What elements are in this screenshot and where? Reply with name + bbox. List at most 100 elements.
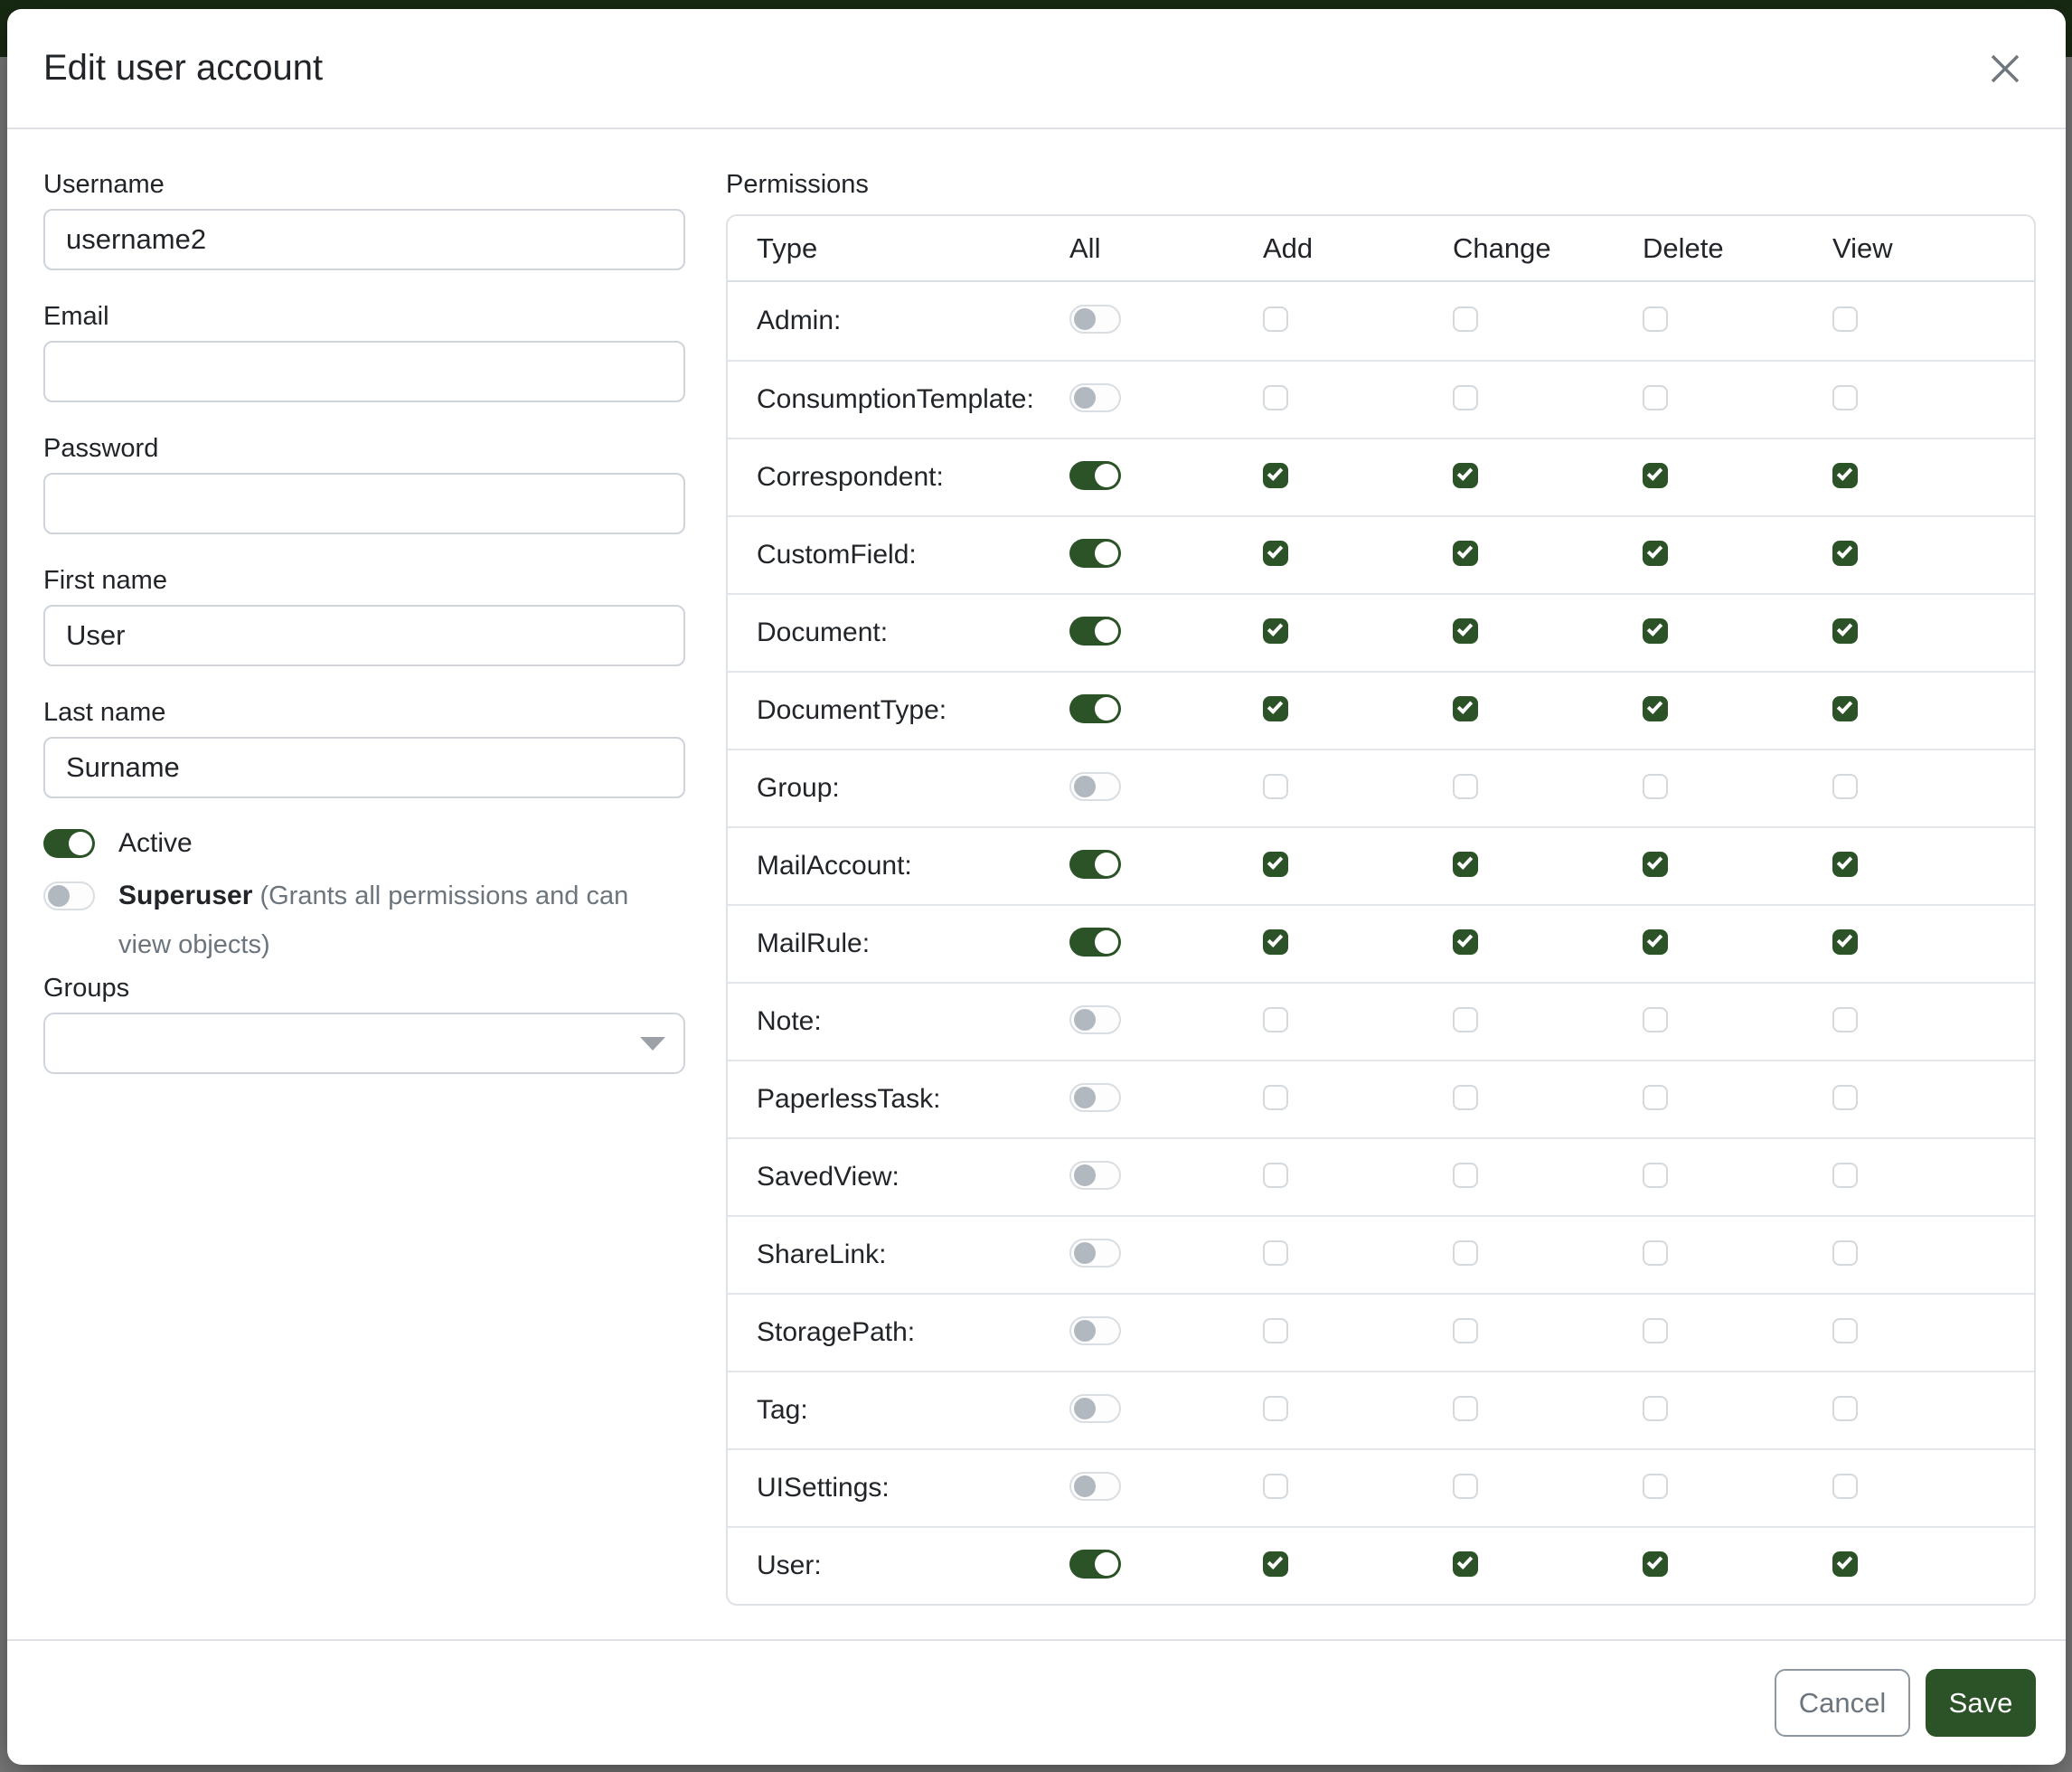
permission-all-toggle[interactable] xyxy=(1069,1549,1121,1579)
permission-change-checkbox[interactable] xyxy=(1453,384,1478,410)
permission-delete-checkbox[interactable] xyxy=(1643,1162,1668,1188)
permission-view-checkbox[interactable] xyxy=(1832,1317,1858,1343)
permission-change-checkbox[interactable] xyxy=(1453,1317,1478,1343)
permission-delete-checkbox[interactable] xyxy=(1643,462,1668,488)
permission-view-checkbox[interactable] xyxy=(1832,462,1858,488)
checkmark-icon xyxy=(1836,464,1853,481)
permission-all-toggle[interactable] xyxy=(1069,1160,1121,1190)
permission-all-toggle[interactable] xyxy=(1069,1238,1121,1268)
permission-change-checkbox[interactable] xyxy=(1453,1395,1478,1421)
permission-add-checkbox[interactable] xyxy=(1263,1550,1288,1577)
permission-delete-checkbox[interactable] xyxy=(1643,540,1668,566)
permission-add-checkbox[interactable] xyxy=(1263,306,1288,332)
permission-delete-checkbox[interactable] xyxy=(1643,1473,1668,1499)
permission-all-toggle[interactable] xyxy=(1069,849,1121,879)
permission-change-checkbox[interactable] xyxy=(1453,540,1478,566)
permission-add-checkbox[interactable] xyxy=(1263,773,1288,799)
permission-view-checkbox[interactable] xyxy=(1832,384,1858,410)
first-name-input[interactable] xyxy=(43,605,685,666)
permission-delete-checkbox[interactable] xyxy=(1643,1239,1668,1266)
permission-all-toggle[interactable] xyxy=(1069,1082,1121,1112)
permission-add-checkbox[interactable] xyxy=(1263,1395,1288,1421)
permission-all-toggle[interactable] xyxy=(1069,693,1121,723)
permission-delete-checkbox[interactable] xyxy=(1643,617,1668,644)
permission-change-checkbox[interactable] xyxy=(1453,1550,1478,1577)
permission-view-checkbox[interactable] xyxy=(1832,1006,1858,1032)
active-toggle[interactable] xyxy=(43,829,95,858)
cancel-button[interactable]: Cancel xyxy=(1775,1669,1910,1737)
permission-add-checkbox[interactable] xyxy=(1263,851,1288,877)
permission-view-checkbox[interactable] xyxy=(1832,695,1858,721)
permission-delete-checkbox[interactable] xyxy=(1643,695,1668,721)
permission-delete-checkbox[interactable] xyxy=(1643,928,1668,955)
permission-view-checkbox[interactable] xyxy=(1832,1395,1858,1421)
permission-all-toggle[interactable] xyxy=(1069,1393,1121,1423)
permission-delete-checkbox[interactable] xyxy=(1643,851,1668,877)
permission-change-checkbox[interactable] xyxy=(1453,617,1478,644)
permission-add-checkbox[interactable] xyxy=(1263,1006,1288,1032)
last-name-input[interactable] xyxy=(43,737,685,798)
permission-all-toggle[interactable] xyxy=(1069,1004,1121,1034)
permission-delete-checkbox[interactable] xyxy=(1643,1006,1668,1032)
permission-all-toggle[interactable] xyxy=(1069,382,1121,412)
permission-view-checkbox[interactable] xyxy=(1832,1162,1858,1188)
permission-all-toggle[interactable] xyxy=(1069,1315,1121,1345)
column-header-add: Add xyxy=(1234,216,1424,282)
permission-add-checkbox[interactable] xyxy=(1263,1239,1288,1266)
permission-view-checkbox[interactable] xyxy=(1832,617,1858,644)
permission-delete-checkbox[interactable] xyxy=(1643,384,1668,410)
permission-all-toggle[interactable] xyxy=(1069,616,1121,646)
permission-change-checkbox[interactable] xyxy=(1453,306,1478,332)
permission-add-checkbox[interactable] xyxy=(1263,1162,1288,1188)
permission-delete-checkbox[interactable] xyxy=(1643,306,1668,332)
permission-view-checkbox[interactable] xyxy=(1832,928,1858,955)
permission-add-checkbox[interactable] xyxy=(1263,462,1288,488)
permission-add-checkbox[interactable] xyxy=(1263,617,1288,644)
password-input[interactable] xyxy=(43,473,685,534)
permission-type-label: Group: xyxy=(757,773,840,803)
permission-view-checkbox[interactable] xyxy=(1832,540,1858,566)
permission-all-toggle[interactable] xyxy=(1069,1471,1121,1501)
username-input[interactable] xyxy=(43,209,685,270)
permission-delete-checkbox[interactable] xyxy=(1643,773,1668,799)
permission-change-checkbox[interactable] xyxy=(1453,928,1478,955)
permission-add-checkbox[interactable] xyxy=(1263,1317,1288,1343)
permission-view-checkbox[interactable] xyxy=(1832,1239,1858,1266)
permission-view-checkbox[interactable] xyxy=(1832,1473,1858,1499)
permission-delete-checkbox[interactable] xyxy=(1643,1084,1668,1110)
permission-view-checkbox[interactable] xyxy=(1832,1550,1858,1577)
permission-change-checkbox[interactable] xyxy=(1453,1084,1478,1110)
permission-delete-checkbox[interactable] xyxy=(1643,1395,1668,1421)
permission-change-checkbox[interactable] xyxy=(1453,1006,1478,1032)
groups-select[interactable] xyxy=(43,1013,685,1074)
permission-add-checkbox[interactable] xyxy=(1263,1473,1288,1499)
permission-change-checkbox[interactable] xyxy=(1453,462,1478,488)
save-button[interactable]: Save xyxy=(1926,1669,2036,1737)
permission-view-checkbox[interactable] xyxy=(1832,851,1858,877)
permission-change-checkbox[interactable] xyxy=(1453,851,1478,877)
permission-change-checkbox[interactable] xyxy=(1453,1473,1478,1499)
superuser-toggle[interactable] xyxy=(43,881,95,910)
superuser-hint: (Grants all permissions and can view obj… xyxy=(118,881,629,959)
permission-all-toggle[interactable] xyxy=(1069,538,1121,568)
permission-view-checkbox[interactable] xyxy=(1832,773,1858,799)
permission-all-toggle[interactable] xyxy=(1069,927,1121,957)
permission-add-checkbox[interactable] xyxy=(1263,1084,1288,1110)
permission-change-checkbox[interactable] xyxy=(1453,773,1478,799)
permission-view-checkbox[interactable] xyxy=(1832,1084,1858,1110)
permission-add-checkbox[interactable] xyxy=(1263,928,1288,955)
permission-delete-checkbox[interactable] xyxy=(1643,1550,1668,1577)
permission-view-checkbox[interactable] xyxy=(1832,306,1858,332)
permission-delete-checkbox[interactable] xyxy=(1643,1317,1668,1343)
permission-all-toggle[interactable] xyxy=(1069,460,1121,490)
permission-all-toggle[interactable] xyxy=(1069,771,1121,801)
permission-add-checkbox[interactable] xyxy=(1263,695,1288,721)
close-button[interactable] xyxy=(1981,44,2030,93)
permission-change-checkbox[interactable] xyxy=(1453,695,1478,721)
permission-add-checkbox[interactable] xyxy=(1263,384,1288,410)
permission-change-checkbox[interactable] xyxy=(1453,1239,1478,1266)
permission-change-checkbox[interactable] xyxy=(1453,1162,1478,1188)
permission-all-toggle[interactable] xyxy=(1069,304,1121,334)
email-input[interactable] xyxy=(43,341,685,402)
permission-add-checkbox[interactable] xyxy=(1263,540,1288,566)
